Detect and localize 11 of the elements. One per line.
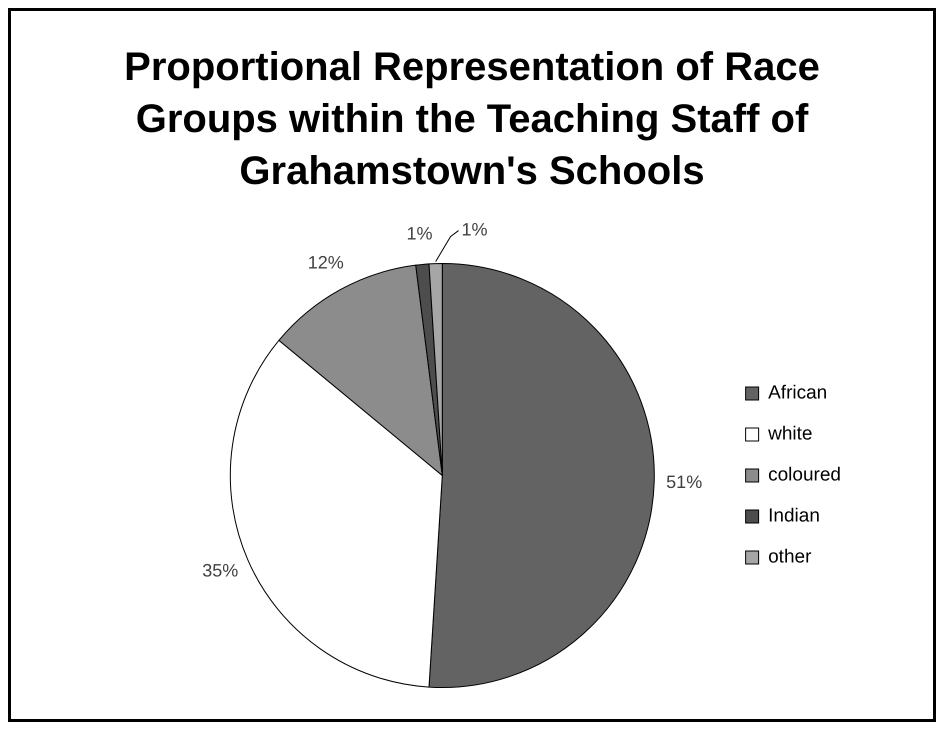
data-label: 35% bbox=[202, 560, 238, 581]
chart-title: Proportional Representation of Race Groups within the Teaching Staff of Grahamstown's Schools bbox=[123, 44, 821, 195]
data-label: 51% bbox=[666, 472, 702, 492]
data-label: 12% bbox=[308, 252, 344, 272]
legend-label: Indian bbox=[768, 506, 820, 527]
legend-label: other bbox=[768, 546, 812, 568]
data-label: 1% bbox=[462, 220, 488, 240]
legend-label: white bbox=[767, 424, 812, 445]
legend-label: African bbox=[768, 382, 828, 404]
data-label: 1% bbox=[406, 224, 433, 244]
legend-label: coloured bbox=[768, 464, 842, 486]
